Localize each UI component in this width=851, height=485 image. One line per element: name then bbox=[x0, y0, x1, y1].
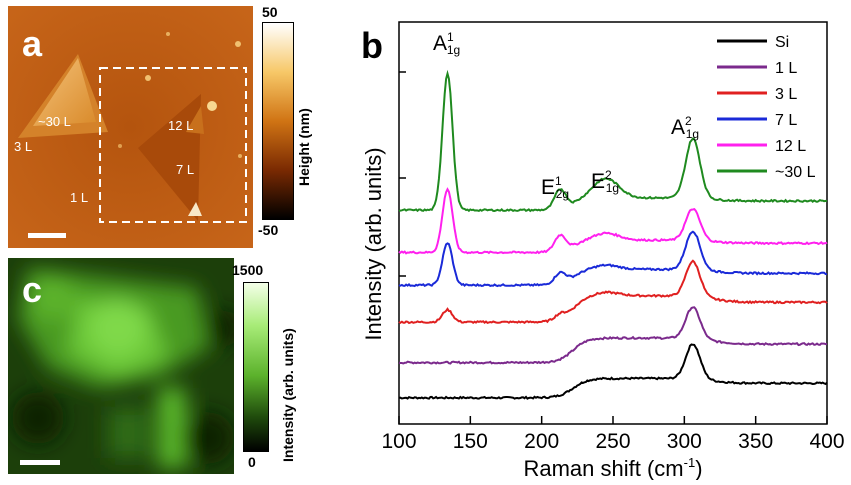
peak-a1g-2: A2 1g bbox=[671, 114, 699, 141]
peak-e1g-2: E2 1g bbox=[591, 168, 619, 195]
scale-bar bbox=[28, 233, 66, 238]
label-3l: 3 L bbox=[14, 139, 32, 154]
series-group bbox=[398, 69, 828, 400]
series-line-3 bbox=[398, 230, 828, 288]
peak-a1g-1: A1 1g bbox=[433, 30, 460, 57]
intensity-colorbar-min: 0 bbox=[248, 454, 256, 470]
x-tick-label: 400 bbox=[809, 430, 844, 453]
label-7l: 7 L bbox=[176, 162, 194, 177]
x-tick-label: 300 bbox=[667, 430, 702, 453]
height-colorbar-min: -50 bbox=[258, 222, 279, 238]
y-axis-label: Intensity (arb. units) bbox=[361, 147, 386, 340]
legend-label: Si bbox=[775, 34, 789, 51]
flake-30l bbox=[33, 58, 96, 126]
particle bbox=[145, 75, 151, 81]
raman-panel: b 100 150 200 250 300 350 400 Si 1 L 3 L 7 L 12 L ~… bbox=[345, 6, 845, 481]
particle bbox=[166, 32, 170, 36]
legend-label: 1 L bbox=[775, 60, 797, 77]
label-1l: 1 L bbox=[70, 190, 88, 205]
legend-label: 7 L bbox=[775, 112, 797, 129]
peak-e2g-1: E1 2g bbox=[541, 174, 569, 201]
label-30l: ~30 L bbox=[38, 114, 71, 129]
legend-label: 3 L bbox=[775, 86, 797, 103]
legend-label: 12 L bbox=[775, 138, 806, 155]
raman-chart: b 100 150 200 250 300 350 400 Si 1 L 3 L 7 L 12 L ~… bbox=[361, 21, 845, 481]
x-tick-label: 250 bbox=[595, 430, 630, 453]
flake-12l bbox=[186, 106, 204, 134]
panel-letter-a: a bbox=[22, 23, 43, 64]
afm-image: a ~30 L 3 L 12 L 7 L 1 L bbox=[8, 6, 253, 248]
legend-label: ~30 L bbox=[775, 164, 816, 181]
particle bbox=[207, 101, 217, 111]
series-line-5 bbox=[398, 69, 828, 213]
series-line-0 bbox=[398, 343, 828, 400]
x-tick-label: 200 bbox=[524, 430, 559, 453]
height-colorbar-max: 50 bbox=[262, 4, 278, 20]
afm-panel: a ~30 L 3 L 12 L 7 L 1 L bbox=[8, 6, 253, 248]
intensity-colorbar bbox=[243, 282, 269, 452]
scale-bar bbox=[20, 460, 60, 465]
pl-map-panel: c bbox=[8, 258, 241, 474]
x-tick-label: 100 bbox=[381, 430, 416, 453]
series-line-4 bbox=[398, 187, 828, 255]
height-colorbar bbox=[262, 22, 294, 220]
x-ticks: 100 150 200 250 300 350 400 bbox=[381, 71, 845, 453]
height-colorbar-title: Height (nm) bbox=[296, 108, 312, 186]
flake-bright-spot bbox=[188, 202, 202, 216]
x-tick-label: 350 bbox=[738, 430, 773, 453]
particle bbox=[238, 154, 242, 158]
dashed-region-box bbox=[99, 67, 247, 223]
plot-frame bbox=[398, 21, 828, 425]
label-12l: 12 L bbox=[168, 118, 193, 133]
series-line-2 bbox=[398, 259, 828, 325]
intensity-colorbar-title: Intensity (arb. units) bbox=[280, 328, 296, 462]
legend: Si 1 L 3 L 7 L 12 L ~30 L bbox=[717, 34, 816, 181]
x-axis-label: Raman shift (cm-1) bbox=[523, 455, 702, 480]
intensity-colorbar-max: 1500 bbox=[232, 262, 264, 278]
pl-map-blobs bbox=[12, 268, 241, 468]
panel-letter-c: c bbox=[22, 269, 42, 310]
pl-map-image: c bbox=[8, 258, 241, 474]
x-tick-label: 150 bbox=[453, 430, 488, 453]
particle bbox=[235, 41, 241, 47]
series-line-1 bbox=[398, 306, 828, 365]
particle bbox=[118, 144, 122, 148]
flake-7l bbox=[138, 94, 201, 221]
panel-letter-b: b bbox=[361, 25, 383, 66]
